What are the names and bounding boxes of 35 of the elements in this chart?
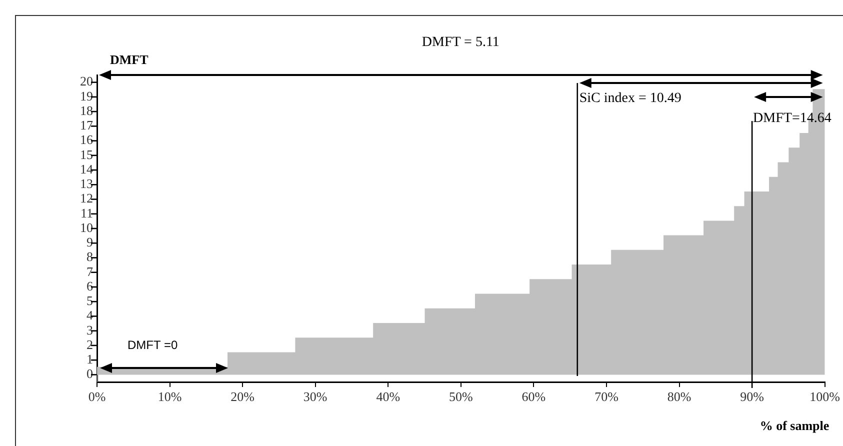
x-tick-label: 10% xyxy=(158,389,182,404)
x-tick-label: 40% xyxy=(376,389,400,404)
y-tick-label: 16 xyxy=(80,132,94,148)
y-tick-label: 4 xyxy=(86,308,94,323)
y-tick-label: 11 xyxy=(80,205,93,220)
x-tick-label: 50% xyxy=(448,389,473,404)
y-tick-label: 18 xyxy=(80,102,93,118)
annotation: DMFT =0 xyxy=(128,338,178,352)
x-tick-label: 20% xyxy=(230,389,255,404)
y-tick-label: 14 xyxy=(80,161,94,176)
y-axis-title: DMFT xyxy=(110,52,148,68)
x-tick-label: 60% xyxy=(522,389,546,404)
annotation: DMFT=14.64 xyxy=(753,111,832,127)
y-tick-label: 3 xyxy=(86,322,93,338)
y-tick-label: 15 xyxy=(80,146,93,162)
x-tick-label: 70% xyxy=(594,389,619,404)
y-tick-label: 1 xyxy=(86,351,93,366)
y-tick-label: 17 xyxy=(80,118,94,133)
y-tick-label: 7 xyxy=(86,264,94,279)
annotation: SiC index = 10.49 xyxy=(579,91,682,107)
chart-title: DMFT = 5.11 xyxy=(422,35,500,51)
y-tick-label: 10 xyxy=(80,220,93,235)
x-axis-title: % of sample xyxy=(760,418,830,434)
y-tick-label: 12 xyxy=(80,190,93,206)
x-tick-label: 30% xyxy=(303,389,328,404)
y-tick-label: 0 xyxy=(86,366,93,382)
y-tick-label: 8 xyxy=(86,249,93,264)
x-tick-label: 90% xyxy=(740,389,764,404)
x-tick-label: 0% xyxy=(88,389,106,404)
y-tick-label: 19 xyxy=(80,88,93,104)
y-tick-label: 2 xyxy=(86,336,93,352)
x-tick-label: 100% xyxy=(810,389,840,404)
x-tick-label: 80% xyxy=(667,389,692,404)
y-tick-label: 20 xyxy=(80,74,93,89)
y-tick-label: 13 xyxy=(80,176,93,192)
